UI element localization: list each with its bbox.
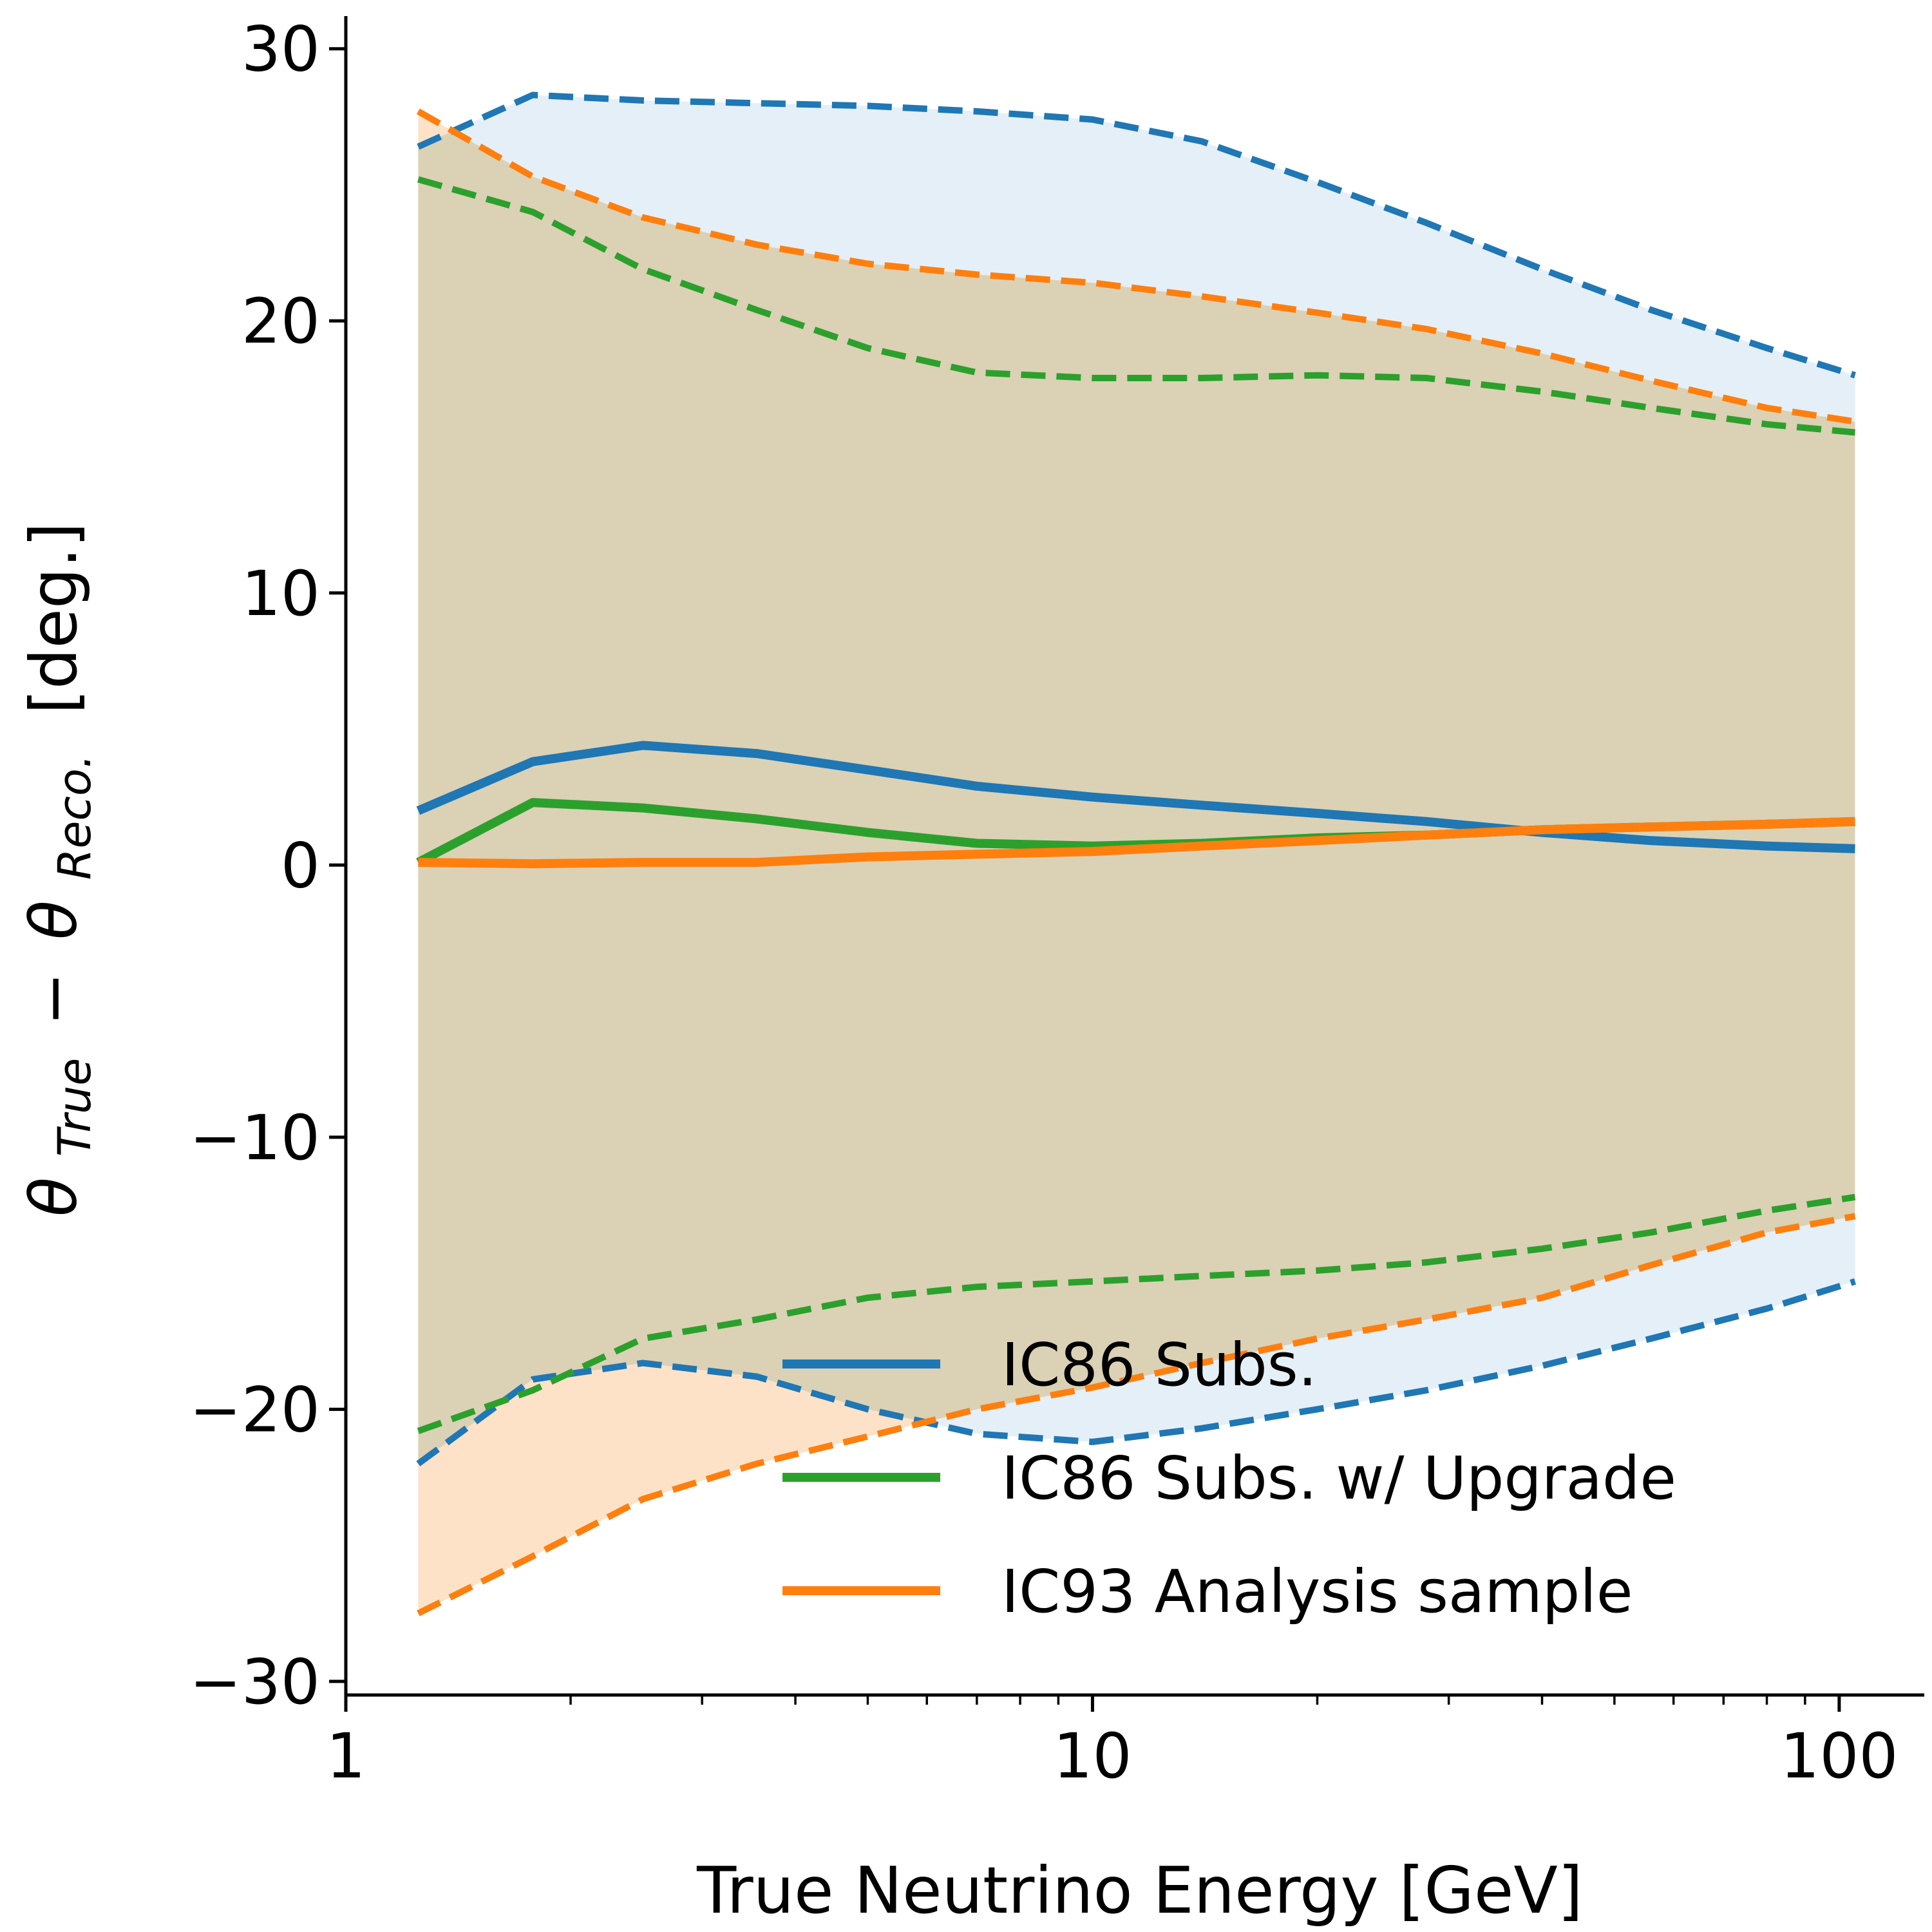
median-ic93-analysis-sample bbox=[418, 817, 1855, 869]
y-tick-label: −20 bbox=[189, 1374, 320, 1446]
x-tick-label: 1 bbox=[326, 1720, 365, 1792]
axes bbox=[344, 16, 1924, 1697]
y-tick-label: 10 bbox=[242, 558, 320, 630]
svg-text:θ True − θ: θ True − θ Reco. [deg.] bbox=[16, 522, 106, 1217]
median-ic86-subs bbox=[416, 741, 1855, 853]
x-tick-label: 10 bbox=[1053, 1720, 1132, 1792]
legend-label-ic86-subs-w-upgrade: IC86 Subs. w/ Upgrade bbox=[1001, 1444, 1676, 1513]
y-label-minus: − bbox=[16, 972, 91, 1026]
legend-label-ic93-analysis-sample: IC93 Analysis sample bbox=[1001, 1557, 1633, 1626]
band-overlap bbox=[418, 111, 1855, 1464]
lower-bound-ic86-subs-w-upgrade bbox=[417, 1193, 1856, 1434]
y-tick-label: −10 bbox=[189, 1102, 320, 1174]
lower-bound-ic93-analysis-sample bbox=[417, 1213, 1856, 1616]
y-ticks: −30 −20 −10 0 10 20 30 bbox=[189, 14, 346, 1718]
y-tick-label: 0 bbox=[281, 829, 320, 902]
y-label-reco-subscript: Reco. bbox=[48, 754, 101, 880]
upper-bound-ic86-subs-w-upgrade bbox=[417, 176, 1855, 436]
series-lines bbox=[416, 91, 1856, 1616]
x-tick-label: 100 bbox=[1780, 1720, 1898, 1792]
uncertainty-bands bbox=[418, 95, 1855, 1614]
y-label-unit: [deg.] bbox=[16, 522, 91, 714]
x-ticks: 1 10 100 bbox=[326, 1695, 1899, 1792]
y-axis-label: θ True − θ Reco. [deg.] bbox=[16, 522, 106, 1217]
y-label-theta-1: θ bbox=[16, 1177, 91, 1217]
legend: IC86 Subs. IC86 Subs. w/ Upgrade IC93 Anal… bbox=[782, 1331, 1676, 1626]
y-label-true-subscript: True bbox=[48, 1058, 101, 1157]
x-axis-label: True Neutrino Energy [GeV] bbox=[696, 1853, 1583, 1928]
legend-label-ic86-subs: IC86 Subs. bbox=[1001, 1331, 1317, 1399]
lower-bound-ic86-subs bbox=[416, 1278, 1856, 1466]
y-tick-label: 30 bbox=[242, 14, 320, 86]
y-label-theta-2: θ bbox=[16, 900, 91, 940]
upper-bound-ic93-analysis-sample bbox=[416, 108, 1856, 425]
y-tick-label: −30 bbox=[189, 1646, 320, 1718]
y-tick-label: 20 bbox=[242, 285, 320, 357]
upper-bound-ic86-subs bbox=[417, 91, 1856, 379]
